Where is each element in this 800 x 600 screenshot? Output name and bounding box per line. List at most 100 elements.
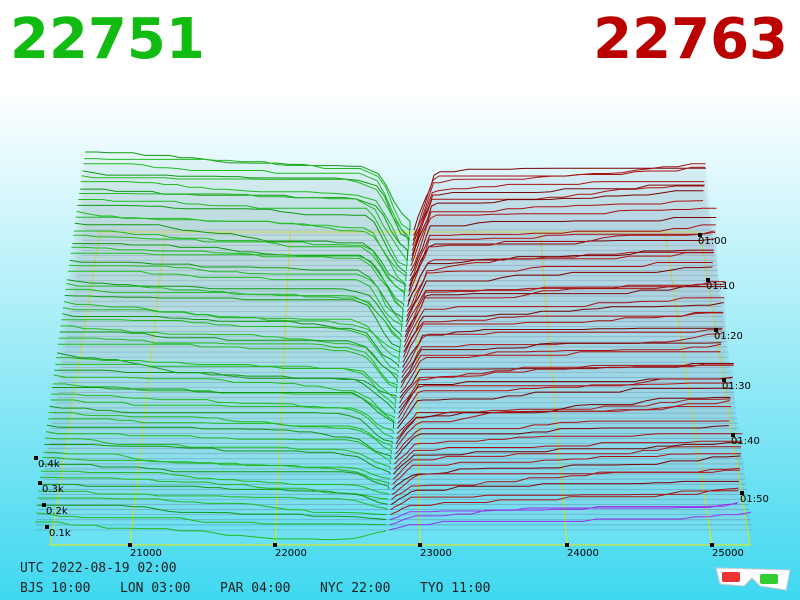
bid-depth-line xyxy=(57,343,397,393)
ask-depth-line xyxy=(408,238,715,292)
bid-depth-line xyxy=(82,170,410,246)
ask-depth-line xyxy=(402,327,723,368)
bid-depth-line xyxy=(68,264,403,327)
ask-depth-line xyxy=(409,224,716,282)
tick-marker xyxy=(698,233,702,237)
ask-depth-line xyxy=(388,511,752,531)
ask-depth-area xyxy=(400,351,734,393)
ask-depth-line xyxy=(405,281,726,332)
ask-depth-area xyxy=(402,329,731,373)
ask-depth-area xyxy=(400,363,735,398)
ask-depth-line xyxy=(409,217,717,277)
bid-depth-line xyxy=(83,163,410,241)
bid-depth-area xyxy=(63,301,400,358)
ask-depth-area xyxy=(412,181,715,251)
bid-depth-line xyxy=(42,457,390,485)
ask-depth-area xyxy=(411,190,717,261)
tick-marker xyxy=(34,456,38,460)
bid-depth-area xyxy=(57,352,397,398)
price-label: 24000 xyxy=(567,548,599,559)
ask-depth-area xyxy=(389,512,752,530)
bid-depth-area xyxy=(79,193,408,266)
bid-depth-line xyxy=(69,259,403,322)
ask-depth-area xyxy=(390,490,750,515)
ask-depth-area xyxy=(407,250,723,307)
bid-depth-area xyxy=(52,383,394,424)
ask-depth-area xyxy=(398,377,738,419)
tick-marker xyxy=(42,503,46,507)
bid-depth-area xyxy=(76,211,406,281)
bid-depth-line xyxy=(50,399,394,439)
tick-marker xyxy=(731,433,735,437)
ask-depth-line xyxy=(412,184,705,246)
bid-depth-line xyxy=(68,270,402,332)
bid-depth-line xyxy=(37,497,387,516)
bid-depth-area xyxy=(80,181,408,256)
tick-marker xyxy=(273,543,277,547)
depth-label: 0.3k xyxy=(42,484,64,495)
bid-depth-area xyxy=(35,522,385,540)
ask-depth-line xyxy=(398,363,734,409)
tick-marker xyxy=(565,543,569,547)
city-time: PAR 04:00 xyxy=(220,581,290,596)
ask-depth-line xyxy=(395,420,730,455)
ask-depth-line xyxy=(405,286,712,327)
tick-marker xyxy=(418,543,422,547)
bid-depth-line xyxy=(85,151,411,230)
time-label: 01:10 xyxy=(706,281,735,292)
bid-depth-line xyxy=(47,418,392,454)
depth-curves xyxy=(35,151,752,541)
bid-depth-area xyxy=(82,170,409,246)
city-time: LON 03:00 xyxy=(120,581,190,596)
ask-depth-line xyxy=(399,364,734,404)
price-grid-line xyxy=(274,231,291,546)
bid-depth-line xyxy=(41,463,389,490)
ask-depth-line xyxy=(407,249,714,307)
ask-depth-area xyxy=(407,252,723,312)
ask-depth-line xyxy=(395,400,730,449)
bid-depth-line xyxy=(70,252,404,317)
ask-depth-line xyxy=(401,329,723,373)
bid-depth-line xyxy=(61,313,400,368)
ask-depth-area xyxy=(397,406,740,434)
bid-depth-line xyxy=(67,279,402,337)
bid-depth-line xyxy=(62,307,400,363)
time-label: 01:00 xyxy=(698,236,727,247)
ask-depth-line xyxy=(389,503,738,526)
bid-depth-line xyxy=(48,412,393,449)
bid-depth-line xyxy=(40,470,389,495)
bid-depth-area xyxy=(57,344,397,393)
ask-depth-area xyxy=(404,284,727,342)
ask-depth-line xyxy=(394,425,729,460)
ask-depth-line xyxy=(402,312,724,358)
depth-label: 0.4k xyxy=(38,459,60,470)
tick-marker xyxy=(45,525,49,529)
bid-depth-line xyxy=(45,431,391,464)
city-time: TYO 11:00 xyxy=(420,581,490,596)
ask-depth-line xyxy=(397,387,732,429)
price-label: 25000 xyxy=(712,548,744,559)
ask-depth-line xyxy=(391,467,740,500)
bid-depth-line xyxy=(46,424,392,459)
ask-depth-line xyxy=(404,283,725,343)
ask-depth-line xyxy=(393,442,742,475)
bid-depth-line xyxy=(44,444,391,475)
bid-depth-line xyxy=(79,193,408,266)
ask-depth-line xyxy=(413,163,706,236)
tick-marker xyxy=(740,491,744,495)
bid-depth-line xyxy=(58,337,398,388)
bid-depth-line xyxy=(43,451,390,480)
bid-depth-line xyxy=(61,319,399,373)
ask-depth-line xyxy=(397,377,733,419)
bid-depth-line xyxy=(54,369,396,414)
price-label: 23000 xyxy=(420,548,452,559)
ask-depth-area xyxy=(406,267,725,322)
bid-depth-area xyxy=(60,325,398,378)
ask-depth-area xyxy=(397,388,739,429)
ask-depth-line xyxy=(402,312,723,363)
bid-depth-area xyxy=(46,425,391,459)
ask-depth-line xyxy=(411,190,704,261)
ask-depth-area xyxy=(408,238,721,292)
ask-depth-line xyxy=(410,200,704,266)
